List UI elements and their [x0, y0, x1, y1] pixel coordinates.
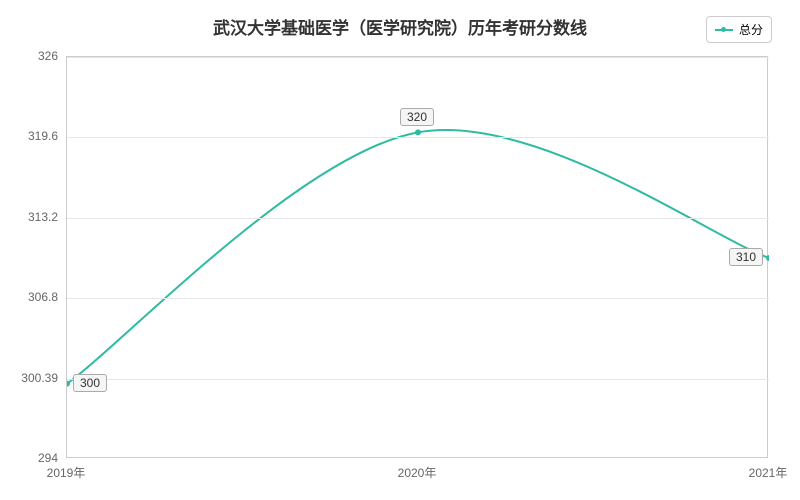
y-tick-label: 313.2	[2, 210, 58, 224]
gridline-h	[67, 57, 769, 58]
chart-title: 武汉大学基础医学（医学研究院）历年考研分数线	[0, 14, 800, 39]
series-marker	[766, 255, 769, 261]
point-label: 320	[400, 108, 434, 126]
gridline-h	[67, 298, 769, 299]
gridline-h	[67, 379, 769, 380]
y-tick-label: 306.8	[2, 290, 58, 304]
y-tick-label: 319.6	[2, 129, 58, 143]
gridline-h	[67, 137, 769, 138]
y-tick-label: 294	[2, 451, 58, 465]
legend-swatch	[715, 29, 733, 31]
point-label: 310	[729, 248, 763, 266]
gridline-h	[67, 218, 769, 219]
x-tick-label: 2020年	[377, 464, 457, 481]
plot-area: 300 320 310	[66, 56, 768, 458]
legend: 总分	[706, 16, 772, 43]
y-tick-label: 326	[2, 49, 58, 63]
series-line	[67, 130, 769, 384]
point-label: 300	[73, 374, 107, 392]
series-marker	[415, 129, 421, 135]
chart-container: 武汉大学基础医学（医学研究院）历年考研分数线 总分 300 320 310 294 3…	[0, 0, 800, 500]
x-tick-label: 2021年	[728, 464, 800, 481]
x-tick-label: 2019年	[26, 464, 106, 481]
legend-label: 总分	[739, 21, 763, 38]
y-tick-label: 300.39	[2, 371, 58, 385]
